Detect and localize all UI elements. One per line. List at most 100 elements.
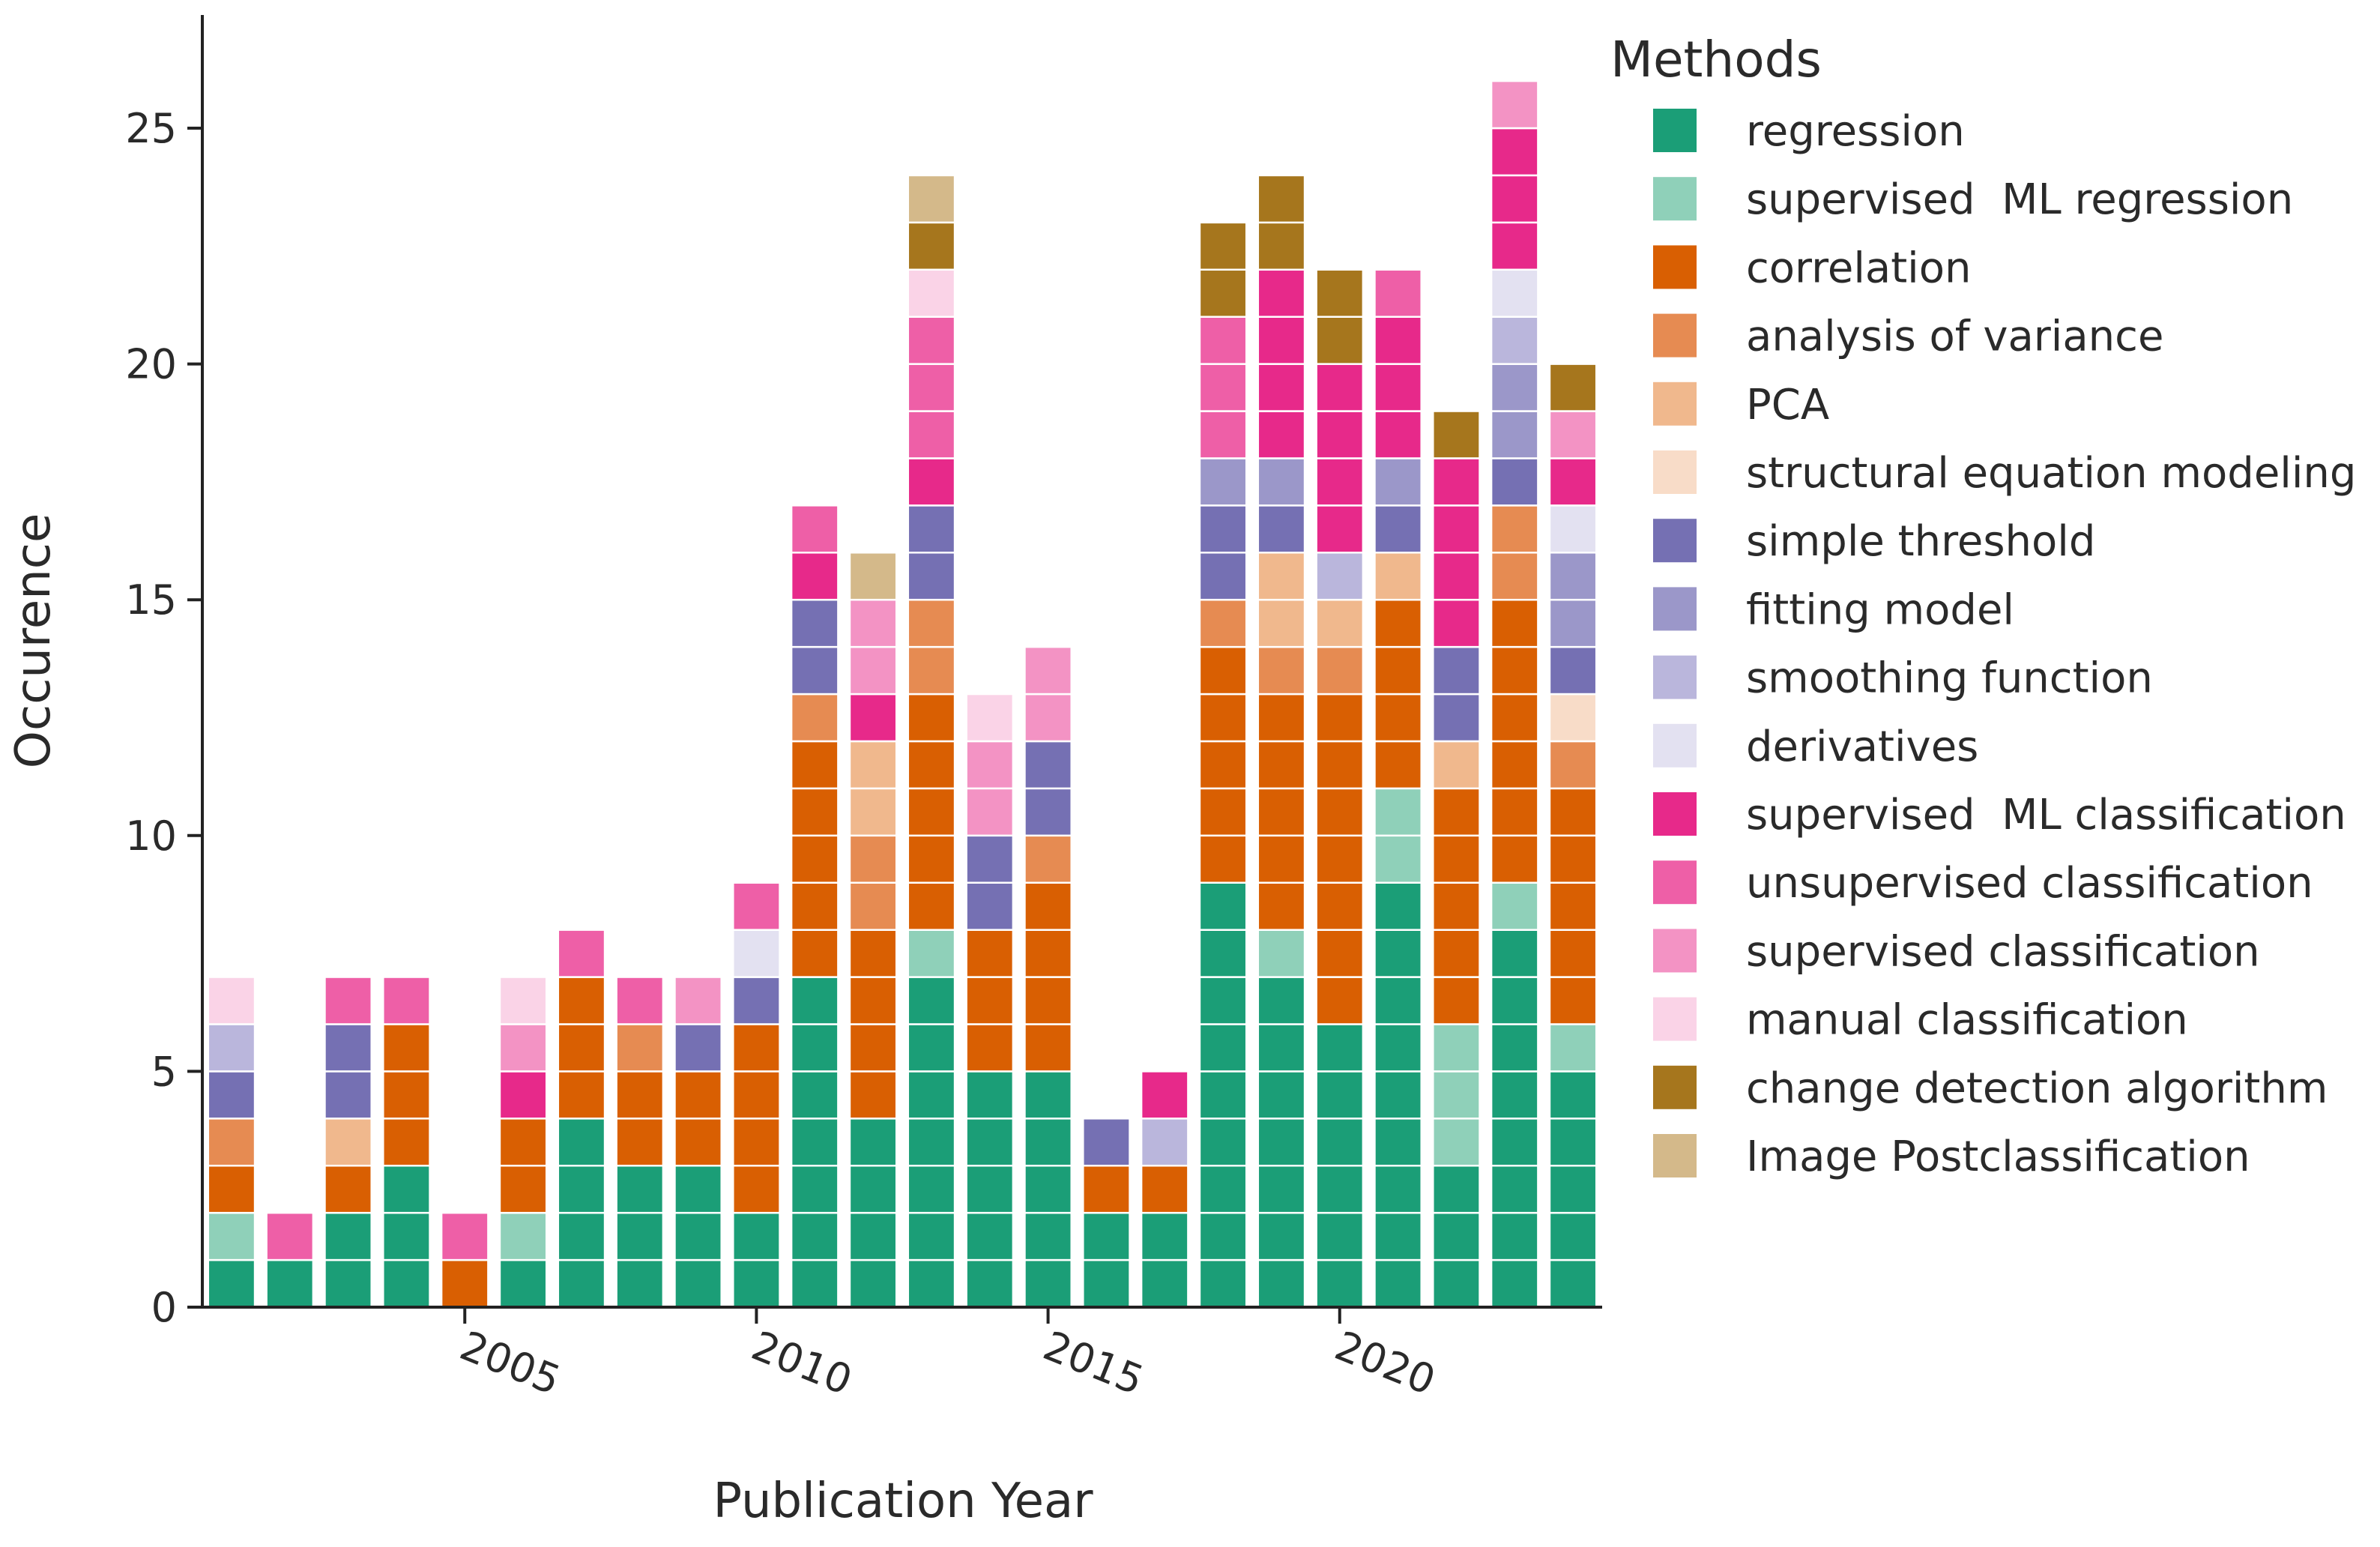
bar-segment-2021-correlation	[1374, 740, 1422, 790]
bar-segment-2012-analysis-of-variance	[848, 834, 898, 884]
bar-segment-2020-supervised-ml-classification	[1315, 410, 1365, 459]
legend-swatch	[1653, 313, 1697, 358]
bar-segment-2018-regression	[1198, 1023, 1248, 1073]
bar-segment-2019-regression	[1257, 1258, 1306, 1309]
bar-segment-2010-unsupervised-classification	[732, 881, 781, 931]
bar-segment-2024-regression	[1548, 1118, 1598, 1167]
bar-segment-2011-regression	[790, 1211, 839, 1261]
x-tick-label: 2005	[453, 1322, 567, 1405]
legend-swatch	[1653, 587, 1697, 631]
bar-segment-2019-regression	[1257, 1070, 1306, 1120]
bar-segment-2019-supervised-ml-regression	[1257, 929, 1306, 978]
bar-segment-2019-regression	[1257, 1164, 1306, 1214]
bar-segment-2024-derivatives	[1548, 504, 1598, 554]
bar-segment-2023-regression	[1490, 1118, 1539, 1167]
bar-segment-2022-correlation	[1432, 881, 1481, 931]
legend-swatch	[1653, 1065, 1697, 1109]
x-tick-label: 2010	[746, 1322, 859, 1405]
bar-segment-2019-supervised-ml-classification	[1257, 316, 1306, 365]
bar-segment-2023-correlation	[1490, 598, 1539, 648]
bar-segment-2021-regression	[1374, 976, 1422, 1025]
bar-segment-2024-correlation	[1548, 976, 1598, 1025]
bar-segment-2001-supervised-ml-regression	[207, 1211, 256, 1261]
bar-segment-2007-correlation	[557, 1070, 606, 1120]
bar-segment-2012-regression	[848, 1164, 898, 1214]
bar-segment-2024-regression	[1548, 1211, 1598, 1261]
bar-segment-2020-correlation	[1315, 834, 1365, 884]
bar-segment-2023-correlation	[1490, 693, 1539, 743]
bar-segment-2011-supervised-ml-classification	[790, 552, 839, 601]
bar-segment-2015-regression	[1024, 1164, 1072, 1214]
bar-segment-2021-regression	[1374, 929, 1422, 978]
bar-segment-2018-unsupervised-classification	[1198, 316, 1248, 365]
legend-label: smoothing function	[1746, 654, 2153, 703]
bar-segment-2024-analysis-of-variance	[1548, 740, 1598, 790]
bar-segment-2002-regression	[265, 1258, 315, 1309]
bar-segment-2018-regression	[1198, 976, 1248, 1025]
bar-segment-2018-change-detection-algorithm	[1198, 221, 1248, 271]
bar-segment-2022-simple-threshold	[1432, 645, 1481, 696]
bar-segment-2024-regression	[1548, 1164, 1598, 1214]
y-axis-title: Occurence	[6, 513, 61, 769]
bar-segment-2012-pca	[848, 740, 898, 790]
bar-segment-2022-regression	[1432, 1211, 1481, 1261]
legend-label: structural equation modeling	[1746, 449, 2356, 498]
bar-segment-2011-regression	[790, 1258, 839, 1309]
bar-segment-2003-simple-threshold	[324, 1023, 372, 1073]
bar-segment-2018-correlation	[1198, 645, 1248, 696]
bar-segment-2020-regression	[1315, 1023, 1365, 1073]
bar-segment-2019-regression	[1257, 976, 1306, 1025]
bar-segment-2023-fitting-model	[1490, 363, 1539, 412]
bar-segment-2001-smoothing-function	[207, 1023, 256, 1073]
bar-segment-2021-correlation	[1374, 598, 1422, 648]
y-tick-label: 20	[125, 341, 177, 388]
bar-segment-2015-supervised-classification	[1024, 693, 1072, 743]
legend-label: supervised ML classification	[1746, 791, 2346, 839]
bar-segment-2023-supervised-classification	[1490, 79, 1539, 130]
bar-segment-2017-supervised-ml-classification	[1140, 1070, 1189, 1120]
bar-segment-2013-supervised-ml-classification	[907, 457, 956, 507]
bar-segment-2014-regression	[965, 1070, 1015, 1120]
bar-segment-2021-supervised-ml-classification	[1374, 410, 1422, 459]
bar-segment-2008-unsupervised-classification	[615, 976, 665, 1025]
bar-segment-2015-regression	[1024, 1118, 1072, 1167]
legend-swatch	[1653, 382, 1697, 426]
bar-segment-2015-regression	[1024, 1211, 1072, 1261]
y-tick-label: 15	[125, 576, 177, 624]
bar-segment-2013-correlation	[907, 740, 956, 790]
bar-segment-2019-supervised-ml-classification	[1257, 410, 1306, 459]
y-tick-label: 5	[151, 1048, 177, 1095]
bar-segment-2023-correlation	[1490, 834, 1539, 884]
bar-segment-2020-correlation	[1315, 787, 1365, 837]
legend-label: PCA	[1746, 381, 1829, 429]
bar-segment-2007-correlation	[557, 1023, 606, 1073]
bar-segment-2019-change-detection-algorithm	[1257, 174, 1306, 224]
bar-segment-2022-supervised-ml-regression	[1432, 1023, 1481, 1073]
bar-segment-2022-supervised-ml-classification	[1432, 457, 1481, 507]
bar-segment-2003-regression	[324, 1258, 372, 1309]
bar-segment-2009-simple-threshold	[674, 1023, 722, 1073]
bar-segment-2020-analysis-of-variance	[1315, 645, 1365, 696]
bar-segment-2011-correlation	[790, 740, 839, 790]
legend-items: regression supervised ML regression correl…	[1653, 107, 2356, 1181]
bar-segment-2018-change-detection-algorithm	[1198, 268, 1248, 318]
bar-segment-2016-simple-threshold	[1082, 1118, 1131, 1167]
bar-segment-2013-simple-threshold	[907, 504, 956, 554]
bar-segment-2020-regression	[1315, 1164, 1365, 1214]
bar-segment-2008-analysis-of-variance	[615, 1023, 665, 1073]
bar-segment-2012-regression	[848, 1211, 898, 1261]
bar-segment-2008-correlation	[615, 1118, 665, 1167]
bar-segment-2020-smoothing-function	[1315, 552, 1365, 601]
bar-segment-2021-regression	[1374, 1211, 1422, 1261]
bar-segment-2023-supervised-ml-regression	[1490, 881, 1539, 931]
bar-segment-2008-regression	[615, 1164, 665, 1214]
bar-segment-2019-correlation	[1257, 834, 1306, 884]
legend-label: fitting model	[1746, 585, 2014, 634]
bar-segment-2013-regression	[907, 1211, 956, 1261]
bar-segment-2017-regression	[1140, 1258, 1189, 1309]
bar-segment-2013-manual-classification	[907, 268, 956, 318]
bar-segment-2013-regression	[907, 976, 956, 1025]
bar-segment-2018-simple-threshold	[1198, 504, 1248, 554]
bar-segment-2006-supervised-ml-regression	[498, 1211, 548, 1261]
bar-segment-2019-correlation	[1257, 787, 1306, 837]
